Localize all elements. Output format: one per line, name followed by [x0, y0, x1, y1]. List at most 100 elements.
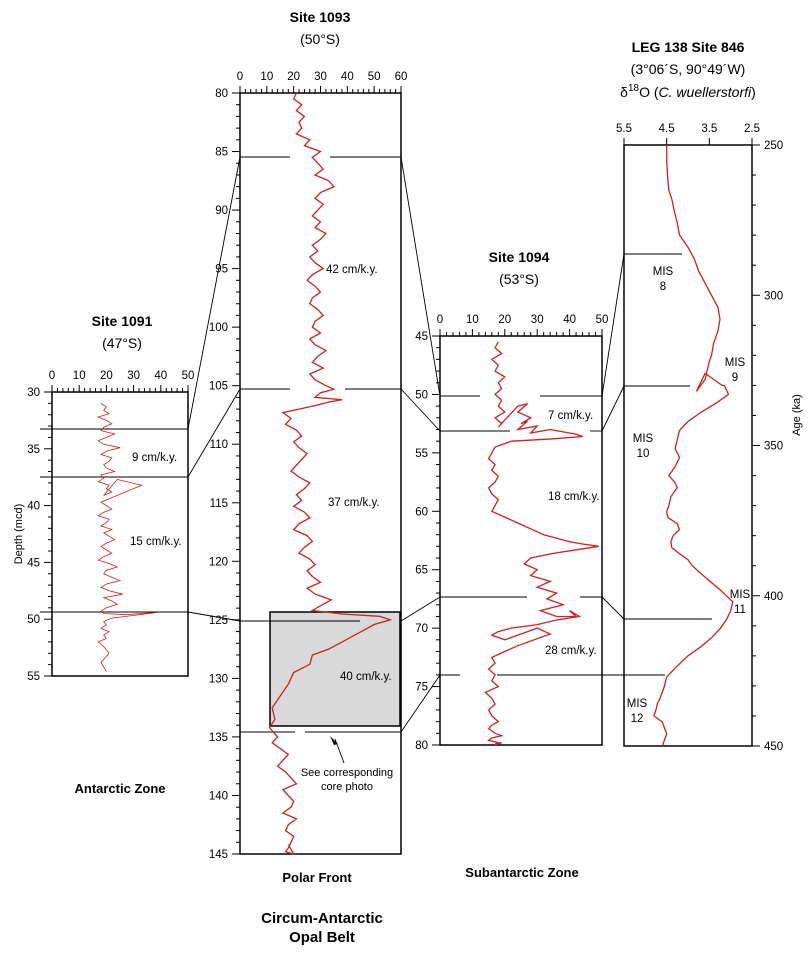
x-tick-label: 40: [563, 314, 576, 326]
x-tick-label: 3.5: [701, 123, 717, 135]
y-tick-label: 45: [27, 557, 40, 569]
panel-site-1091: Site 1091 (47°S) 30 35 40 45 50 55 0 10 20 30 40 50…: [13, 313, 194, 796]
proxy-o: O (: [639, 84, 659, 100]
x-tick-label: 50: [596, 314, 609, 326]
x-tick-label: 30: [127, 370, 140, 382]
y-tick-label: 50: [415, 389, 428, 401]
correlation-line: [400, 156, 441, 397]
correlation-line: [400, 388, 441, 432]
x-tick-label: 20: [498, 314, 511, 326]
rate-label: 15 cm/k.y.: [130, 536, 182, 548]
mis-label: MIS: [730, 589, 751, 601]
x-tick-label: 40: [154, 370, 167, 382]
site-1091-ylabel: Depth (mcd): [13, 504, 25, 565]
x-tick-label: 4.5: [659, 123, 675, 135]
y-tick-label: 80: [415, 740, 428, 752]
correlation-line: [400, 674, 441, 733]
y-tick-label: 250: [764, 140, 783, 152]
site-1094-series-line: [484, 341, 599, 746]
y-tick-label: 60: [415, 506, 428, 518]
site-1094-subtitle: (53°S): [499, 271, 539, 287]
mis-label: MIS: [653, 266, 674, 278]
x-tick-label: 50: [368, 71, 381, 83]
site-1091-subtitle: (47°S): [102, 335, 142, 351]
mis-label: MIS: [633, 433, 654, 445]
y-tick-label: 120: [209, 556, 228, 568]
y-tick-label: 30: [27, 387, 40, 399]
y-tick-label: 110: [210, 439, 228, 451]
site-846-subtitle: (3°06´S, 90°49´W): [631, 61, 746, 77]
site-846-axes: 250 300 350 400 450 5.5 4.5 3.5 2.5: [616, 123, 783, 753]
y-tick-label: 125: [209, 615, 228, 627]
y-tick-label: 100: [209, 322, 228, 334]
site-1094-title: Site 1094: [489, 249, 550, 265]
zone-label-polar-front: Polar Front: [282, 870, 352, 885]
y-tick-label: 140: [209, 790, 228, 802]
site-846-title: LEG 138 Site 846: [632, 39, 745, 55]
correlation-line: [400, 596, 441, 622]
site-1091-axes: 30 35 40 45 50 55 0 10 20 30 40 50: [27, 370, 194, 683]
site-1093-subtitle: (50°S): [300, 31, 340, 47]
x-tick-label: 0: [237, 71, 243, 83]
panel-site-1093: Site 1093 (50°S) 80859095100105110115120…: [209, 9, 408, 946]
x-tick-label: 10: [466, 314, 479, 326]
y-tick-label: 90: [215, 205, 228, 217]
rate-label: 7 cm/k.y.: [548, 410, 593, 422]
y-tick-label: 105: [209, 381, 228, 393]
mis-number: 9: [732, 372, 738, 384]
y-tick-label: 45: [415, 331, 428, 343]
proxy-species: C. wuellerstorfi: [659, 84, 752, 100]
y-tick-label: 55: [27, 671, 40, 683]
mis-label: MIS: [725, 357, 746, 369]
x-tick-label: 30: [531, 314, 544, 326]
x-tick-label: 40: [341, 71, 354, 83]
y-tick-label: 115: [210, 498, 228, 510]
y-tick-label: 135: [209, 732, 228, 744]
x-tick-label: 5.5: [616, 123, 632, 135]
x-tick-label: 0: [437, 314, 443, 326]
y-tick-label: 95: [215, 264, 228, 276]
mis-label: MIS: [627, 698, 648, 710]
y-tick-label: 450: [764, 741, 783, 753]
x-tick-label: 30: [314, 71, 327, 83]
y-tick-label: 50: [27, 614, 40, 626]
y-tick-label: 80: [215, 88, 228, 100]
y-tick-label: 145: [209, 849, 228, 861]
mis-number: 12: [631, 713, 644, 725]
site-1091-frame: [51, 391, 189, 677]
site-1091-title: Site 1091: [92, 313, 153, 329]
x-tick-label: 20: [287, 71, 300, 83]
rate-label: 9 cm/k.y.: [132, 452, 177, 464]
correlation-line: [601, 253, 625, 397]
site-1093-title: Site 1093: [290, 9, 351, 25]
correlation-line: [187, 156, 241, 430]
correlation-lines: [187, 156, 625, 733]
correlation-line: [187, 388, 241, 478]
x-tick-label: 10: [73, 370, 86, 382]
x-tick-label: 2.5: [744, 123, 760, 135]
correlation-line: [601, 385, 625, 432]
proxy-delta: δ: [620, 84, 628, 100]
site-846-proxy-label: δ18O (C. wuellerstorfi): [620, 83, 756, 100]
rate-label: 28 cm/k.y.: [545, 645, 597, 657]
site-846-series-line: [653, 145, 734, 747]
x-tick-label: 10: [260, 71, 273, 83]
x-tick-label: 20: [100, 370, 113, 382]
belt-title-line-1: Circum-Antarctic: [261, 910, 383, 927]
zone-label-subantarctic: Subantarctic Zone: [465, 865, 578, 880]
site-1093-series-line: [268, 92, 393, 856]
rate-label: 18 cm/k.y.: [548, 491, 600, 503]
x-tick-label: 60: [395, 71, 408, 83]
x-tick-label: 0: [49, 370, 55, 382]
belt-title-line-2: Opal Belt: [289, 929, 355, 946]
core-photo-box: [269, 611, 401, 727]
y-tick-label: 350: [764, 441, 783, 453]
correlation-line: [187, 611, 241, 622]
panel-site-1094: Site 1094 (53°S) 45 50 55 60 65 70 75 80 0 10 20 30…: [415, 249, 608, 880]
site-1091-series-line: [97, 403, 159, 672]
y-tick-label: 85: [215, 147, 228, 159]
zone-label-antarctic: Antarctic Zone: [74, 781, 165, 796]
y-tick-label: 70: [415, 623, 428, 635]
rate-label: 37 cm/k.y.: [328, 497, 380, 509]
